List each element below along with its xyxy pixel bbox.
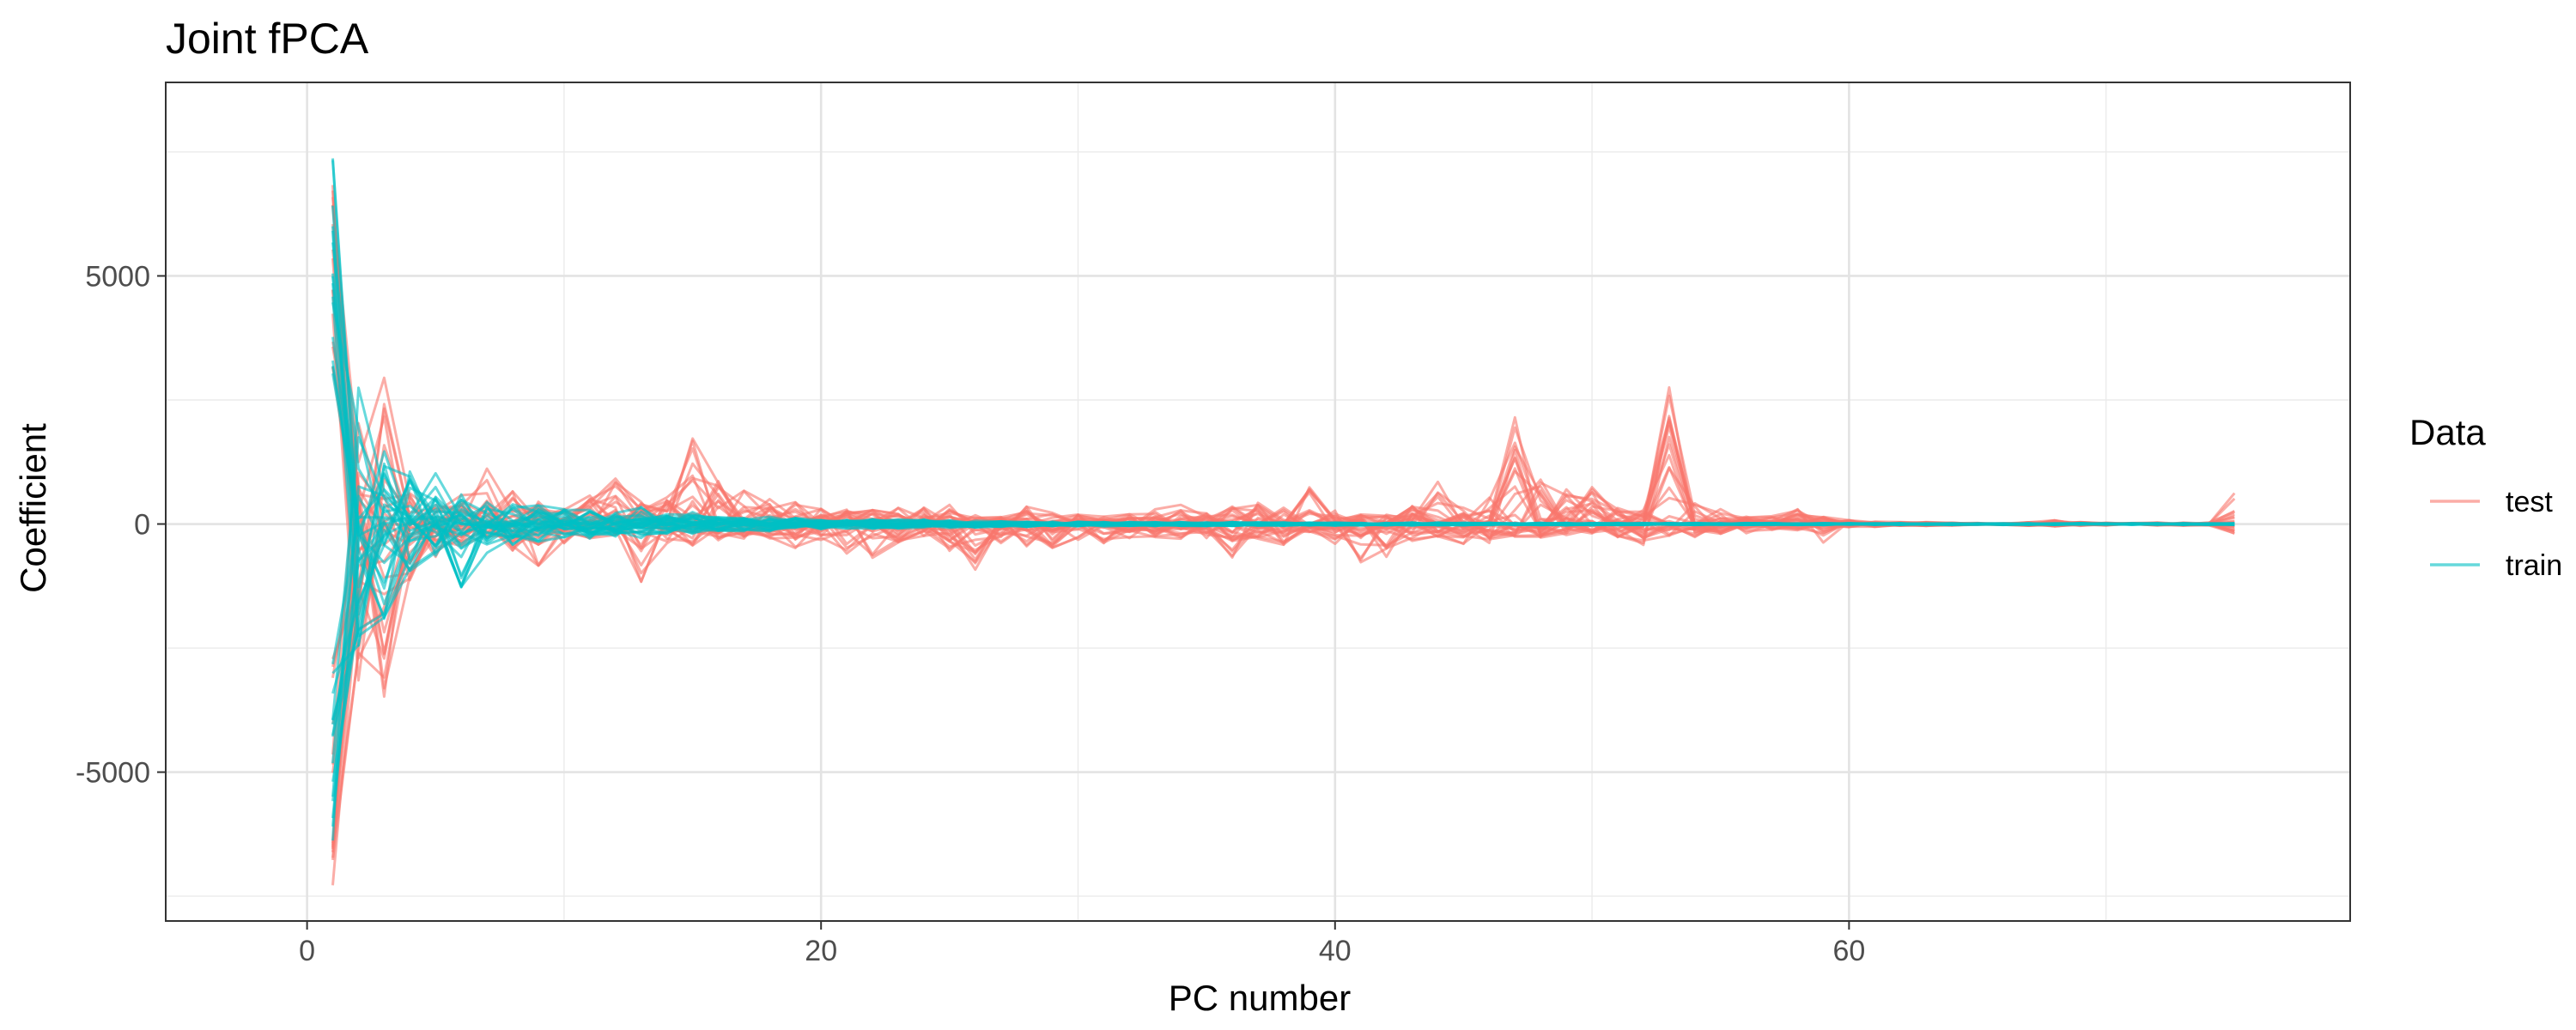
x-tick-label: 0 xyxy=(299,935,315,967)
legend: Data test train xyxy=(2409,412,2562,582)
legend-label-train: train xyxy=(2506,549,2562,582)
legend-entries: test train xyxy=(2430,486,2562,582)
axes: 0 20 40 60 -5000 0 5000 xyxy=(76,260,1865,967)
x-tick-label: 60 xyxy=(1832,935,1865,967)
legend-label-test: test xyxy=(2506,486,2553,518)
y-tick-label: 5000 xyxy=(85,260,150,293)
x-axis-title: PC number xyxy=(1169,978,1351,1018)
y-tick-label: -5000 xyxy=(76,757,150,790)
panel-border xyxy=(165,82,2351,922)
plot-panel xyxy=(165,82,2351,922)
y-axis-title: Coefficient xyxy=(13,423,53,593)
chart-title: Joint fPCA xyxy=(166,15,369,63)
x-tick-label: 20 xyxy=(805,935,837,967)
grid-lines xyxy=(166,82,2350,921)
train-curve xyxy=(331,502,2235,675)
legend-title: Data xyxy=(2409,412,2486,452)
y-tick-label: 0 xyxy=(134,509,150,542)
series-lines xyxy=(331,158,2236,886)
x-tick-label: 40 xyxy=(1319,935,1352,967)
series-train xyxy=(331,158,2235,841)
